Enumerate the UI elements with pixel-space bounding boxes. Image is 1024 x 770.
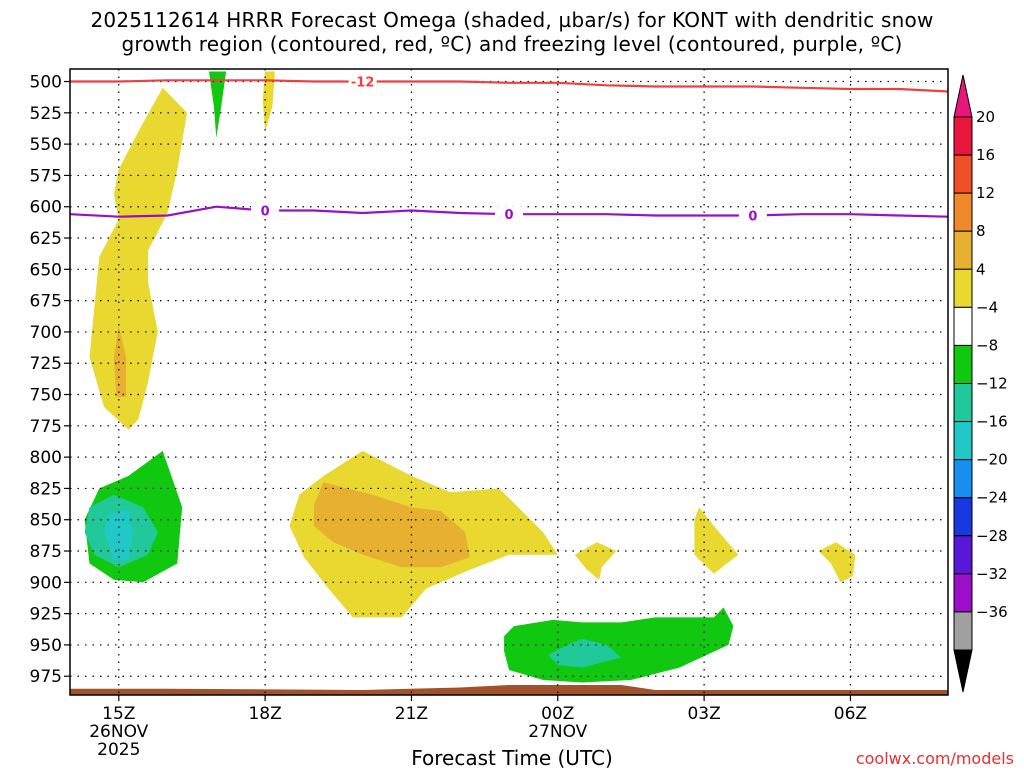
y-tick-label: 725 — [30, 354, 62, 374]
y-tick-label: 550 — [30, 135, 62, 155]
colorbar-level-label: −32 — [976, 565, 1008, 583]
y-tick-label: 900 — [30, 573, 62, 593]
colorbar-segment — [953, 421, 973, 461]
y-tick-label: 500 — [30, 73, 62, 93]
y-tick-label: 625 — [30, 229, 62, 249]
omega-shade-11 — [818, 542, 856, 583]
y-tick-label: 925 — [30, 605, 62, 625]
colorbar-level-label: 16 — [976, 146, 995, 164]
colorbar-level-label: −28 — [976, 527, 1008, 545]
colorbar-segment — [953, 497, 973, 537]
y-tick-label: 975 — [30, 667, 62, 687]
y-tick-label: 950 — [30, 636, 62, 656]
colorbar-level-label: −4 — [976, 298, 998, 316]
x-tick-label: 15Z — [102, 704, 135, 724]
freezing-level-contour-label-bg — [738, 207, 767, 224]
omega-shade-1 — [113, 325, 127, 397]
colorbar-segment — [953, 611, 973, 651]
x-tick-label: 18Z — [248, 704, 281, 724]
x-tick-label: 03Z — [687, 704, 720, 724]
credit-link[interactable]: coolwx.com/models — [855, 749, 1014, 768]
freezing-level-contour-label: 0 — [261, 204, 270, 219]
chart-title-line-1: 2025112614 HRRR Forecast Omega (shaded, … — [90, 8, 934, 32]
omega-shade-10 — [694, 507, 739, 574]
y-tick-label: 750 — [30, 386, 62, 406]
y-tick-label: 775 — [30, 417, 62, 437]
colorbar-level-label: −24 — [976, 489, 1008, 507]
colorbar-segment — [953, 230, 973, 270]
freezing-level-contour-label-bg — [495, 206, 523, 223]
dgz-contour-label-bg — [348, 73, 377, 90]
colorbar-level-label: −36 — [976, 603, 1008, 621]
y-tick-label: 600 — [30, 198, 62, 218]
omega-shade-9 — [574, 542, 617, 580]
omega-shade-5 — [209, 71, 227, 138]
colorbar-level-label: 8 — [976, 222, 986, 240]
dgz-contour-line — [70, 79, 948, 93]
freezing-level-contour-label-bg — [251, 202, 280, 219]
colorbar-level-label: 4 — [976, 260, 986, 278]
omega-shade-8 — [313, 482, 470, 568]
chart-title-line-2: growth region (contoured, red, ºC) and f… — [121, 32, 903, 56]
colorbar-segment — [953, 192, 973, 232]
freezing-level-contour-label: 0 — [748, 209, 757, 224]
colorbar-level-label: −8 — [976, 336, 998, 354]
omega-shade-13 — [548, 638, 622, 668]
colorbar-level-label: −12 — [976, 375, 1008, 393]
colorbar-bottom-arrow — [953, 649, 973, 693]
colorbar-level-label: 20 — [976, 108, 995, 126]
y-tick-label: 700 — [30, 323, 62, 343]
y-tick-label: 575 — [30, 166, 62, 186]
colorbar-segment — [953, 154, 973, 194]
x-tick-label: 21Z — [395, 704, 428, 724]
x-axis-title: Forecast Time (UTC) — [411, 746, 613, 770]
y-tick-label: 800 — [30, 448, 62, 468]
omega-shade-6 — [262, 71, 275, 132]
colorbar-level-label: −16 — [976, 413, 1008, 431]
y-tick-label: 825 — [30, 479, 62, 499]
colorbar-segment — [953, 116, 973, 156]
colorbar-top-arrow — [953, 74, 973, 118]
colorbar-segment — [953, 268, 973, 308]
y-tick-label: 525 — [30, 104, 62, 124]
colorbar-segment — [953, 383, 973, 423]
colorbar-segment — [953, 459, 973, 499]
y-tick-label: 875 — [30, 542, 62, 562]
colorbar-segment — [953, 344, 973, 384]
colorbar-segment — [953, 573, 973, 613]
freezing-level-contour-label: 0 — [504, 208, 513, 223]
x-tick-label: 26NOV — [89, 722, 148, 742]
x-tick-label: 2025 — [97, 740, 140, 760]
colorbar-segment — [953, 535, 973, 575]
dgz-contour-label: -12 — [351, 76, 375, 91]
x-tick-label: 27NOV — [528, 722, 587, 742]
terrain-shade — [70, 685, 948, 695]
plot-frame — [69, 68, 949, 696]
y-tick-label: 675 — [30, 292, 62, 312]
y-tick-label: 650 — [30, 260, 62, 280]
x-tick-label: 06Z — [834, 704, 867, 724]
colorbar-segment — [953, 306, 973, 346]
y-tick-label: 850 — [30, 511, 62, 531]
omega-shade-0 — [89, 87, 188, 430]
x-tick-label: 00Z — [541, 704, 574, 724]
colorbar-level-label: −20 — [976, 451, 1008, 469]
colorbar-level-label: 12 — [976, 184, 995, 202]
